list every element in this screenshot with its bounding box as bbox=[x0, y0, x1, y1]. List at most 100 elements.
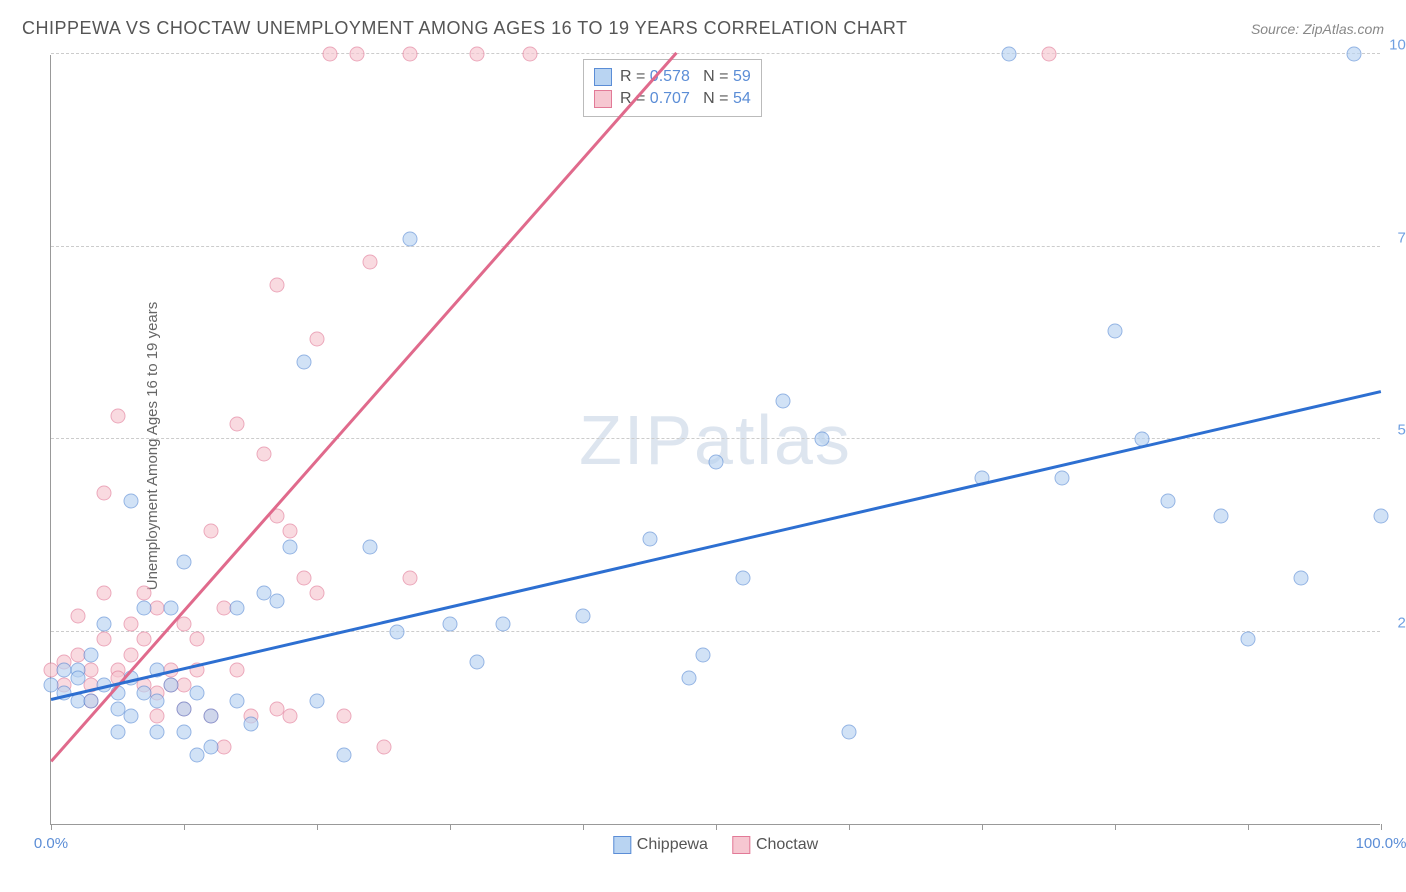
data-point bbox=[709, 455, 724, 470]
x-tick bbox=[849, 824, 850, 830]
x-tick-label: 100.0% bbox=[1356, 835, 1406, 852]
data-point bbox=[336, 747, 351, 762]
x-tick bbox=[1115, 824, 1116, 830]
data-point bbox=[150, 693, 165, 708]
data-point bbox=[110, 408, 125, 423]
data-point bbox=[349, 47, 364, 62]
gridline bbox=[51, 246, 1380, 247]
watermark-part1: ZIP bbox=[579, 401, 694, 479]
data-point bbox=[283, 539, 298, 554]
data-point bbox=[83, 693, 98, 708]
data-point bbox=[177, 724, 192, 739]
data-point bbox=[283, 524, 298, 539]
x-tick-label: 0.0% bbox=[34, 835, 68, 852]
data-point bbox=[775, 393, 790, 408]
data-point bbox=[70, 670, 85, 685]
series-legend: Chippewa Choctaw bbox=[613, 836, 818, 854]
data-point bbox=[190, 632, 205, 647]
x-tick bbox=[1248, 824, 1249, 830]
data-point bbox=[403, 570, 418, 585]
data-point bbox=[1241, 632, 1256, 647]
data-point bbox=[110, 724, 125, 739]
data-point bbox=[469, 655, 484, 670]
chart-title: CHIPPEWA VS CHOCTAW UNEMPLOYMENT AMONG A… bbox=[22, 18, 908, 39]
data-point bbox=[137, 586, 152, 601]
data-point bbox=[1374, 509, 1389, 524]
data-point bbox=[123, 493, 138, 508]
data-point bbox=[123, 616, 138, 631]
data-point bbox=[336, 709, 351, 724]
data-point bbox=[403, 231, 418, 246]
data-point bbox=[190, 686, 205, 701]
data-point bbox=[83, 663, 98, 678]
data-point bbox=[177, 616, 192, 631]
x-tick bbox=[982, 824, 983, 830]
y-tick-label: 100.0% bbox=[1385, 37, 1406, 54]
data-point bbox=[496, 616, 511, 631]
data-point bbox=[842, 724, 857, 739]
data-point bbox=[137, 632, 152, 647]
data-point bbox=[97, 616, 112, 631]
legend-swatch bbox=[594, 90, 612, 108]
data-point bbox=[203, 524, 218, 539]
data-point bbox=[1161, 493, 1176, 508]
data-point bbox=[256, 447, 271, 462]
data-point bbox=[1054, 470, 1069, 485]
data-point bbox=[70, 609, 85, 624]
data-point bbox=[1214, 509, 1229, 524]
x-tick bbox=[184, 824, 185, 830]
correlation-legend: R = 0.578 N = 59 R = 0.707 N = 54 bbox=[583, 59, 762, 117]
y-tick-label: 75.0% bbox=[1385, 229, 1406, 246]
data-point bbox=[682, 670, 697, 685]
data-point bbox=[1041, 47, 1056, 62]
data-point bbox=[243, 716, 258, 731]
data-point bbox=[216, 740, 231, 755]
data-point bbox=[163, 678, 178, 693]
data-point bbox=[203, 709, 218, 724]
data-point bbox=[230, 601, 245, 616]
data-point bbox=[123, 647, 138, 662]
data-point bbox=[1347, 47, 1362, 62]
data-point bbox=[163, 601, 178, 616]
data-point bbox=[150, 709, 165, 724]
data-point bbox=[123, 709, 138, 724]
legend-item: Chippewa bbox=[613, 836, 708, 854]
trend-line bbox=[51, 390, 1382, 700]
legend-row: R = 0.707 N = 54 bbox=[594, 88, 751, 110]
data-point bbox=[270, 278, 285, 293]
x-tick bbox=[450, 824, 451, 830]
data-point bbox=[576, 609, 591, 624]
legend-swatch bbox=[732, 836, 750, 854]
data-point bbox=[203, 740, 218, 755]
data-point bbox=[403, 47, 418, 62]
legend-item: Choctaw bbox=[732, 836, 818, 854]
data-point bbox=[1108, 324, 1123, 339]
data-point bbox=[150, 724, 165, 739]
data-point bbox=[177, 701, 192, 716]
data-point bbox=[735, 570, 750, 585]
x-tick bbox=[51, 824, 52, 830]
data-point bbox=[97, 586, 112, 601]
data-point bbox=[363, 539, 378, 554]
x-tick bbox=[1381, 824, 1382, 830]
data-point bbox=[230, 693, 245, 708]
x-tick bbox=[716, 824, 717, 830]
data-point bbox=[283, 709, 298, 724]
data-point bbox=[97, 632, 112, 647]
data-point bbox=[815, 432, 830, 447]
x-tick bbox=[583, 824, 584, 830]
legend-label: Choctaw bbox=[756, 836, 818, 854]
data-point bbox=[522, 47, 537, 62]
data-point bbox=[230, 663, 245, 678]
legend-stats: R = 0.578 N = 59 bbox=[620, 68, 751, 86]
data-point bbox=[469, 47, 484, 62]
gridline bbox=[51, 631, 1380, 632]
source-attribution: Source: ZipAtlas.com bbox=[1251, 21, 1384, 37]
data-point bbox=[443, 616, 458, 631]
scatter-plot-area: ZIPatlas R = 0.578 N = 59R = 0.707 N = 5… bbox=[50, 55, 1380, 825]
data-point bbox=[389, 624, 404, 639]
data-point bbox=[270, 593, 285, 608]
data-point bbox=[376, 740, 391, 755]
data-point bbox=[310, 586, 325, 601]
data-point bbox=[310, 693, 325, 708]
